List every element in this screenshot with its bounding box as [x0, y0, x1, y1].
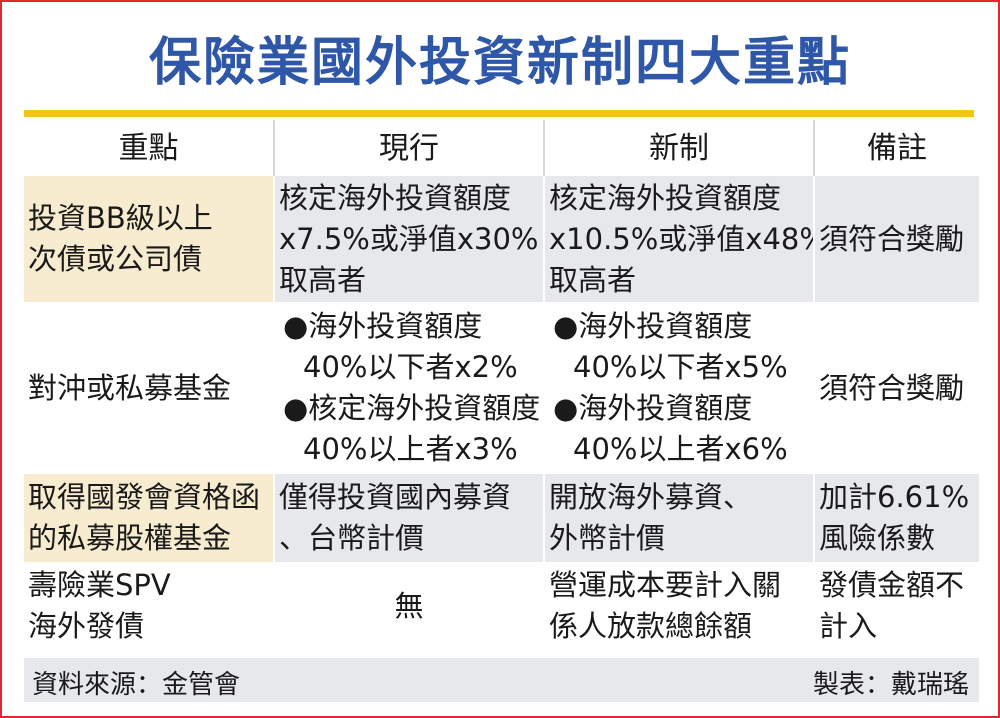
column-header: 重點 [24, 120, 274, 176]
cell-line: 取高者 [549, 262, 637, 297]
row-key-cell: 取得國發會資格函 的私募股權基金 [24, 474, 274, 562]
cell-line: 發債金額不 [819, 568, 965, 602]
table-row: 對沖或私募基金 ●海外投資額度 40%以下者x2% ●核定海外投資額度 40%以… [24, 302, 979, 474]
new-cell: ●海外投資額度 40%以下者x5% ●海外投資額度 40%以上者x6% [543, 302, 814, 474]
cell-line: 計入 [819, 609, 878, 643]
row-key-cell: 壽險業SPV 海外發債 [24, 562, 274, 650]
column-header: 備註 [813, 120, 979, 176]
bullet-line: ●核定海外投資額度 [283, 391, 541, 425]
cell-line: 40%以下者x5% [573, 350, 788, 384]
cell-line: 無 [394, 588, 424, 623]
cell-line: 壽險業SPV [28, 568, 171, 602]
cell-line: 開放海外募資、 [549, 480, 753, 514]
cell-line: x7.5%或淨值x30% [279, 221, 539, 256]
new-cell: 營運成本要計入關 係人放款總餘額 [543, 562, 814, 650]
column-header: 現行 [273, 120, 544, 176]
current-cell: 僅得投資國內募資 、台幣計價 [273, 474, 544, 562]
cell-line: 核定海外投資額度 [279, 180, 512, 215]
new-cell: 核定海外投資額度 x10.5%或淨值x48% 取高者 [543, 176, 814, 302]
note-cell: 須符合獎勵 [813, 302, 979, 474]
row-key-cell: 投資BB級以上 次債或公司債 [24, 176, 274, 302]
cell-line: 投資BB級以上 [28, 201, 213, 235]
bullet-line: ●海外投資額度 [553, 309, 753, 343]
column-header: 新制 [543, 120, 814, 176]
comparison-table: 重點 現行 新制 備註 投資BB級以上 次債或公司債 核定海外投資額度 x7.5… [24, 120, 979, 650]
cell-line: 海外發債 [28, 609, 145, 643]
cell-line: 取高者 [279, 262, 367, 297]
new-cell: 開放海外募資、 外幣計價 [543, 474, 814, 562]
cell-line: 加計6.61% [819, 480, 970, 514]
cell-line: 須符合獎勵 [819, 221, 965, 256]
table-header-row: 重點 現行 新制 備註 [24, 120, 979, 176]
cell-line: 對沖或私募基金 [28, 370, 232, 405]
cell-line: 外幣計價 [549, 521, 666, 555]
cell-line: 風險係數 [819, 521, 936, 555]
footer-bar: 資料來源：金管會 製表：戴瑞瑤 [24, 658, 979, 702]
cell-line: 核定海外投資額度 [549, 180, 782, 215]
author-note: 製表：戴瑞瑤 [812, 670, 969, 700]
current-cell: 核定海外投資額度 x7.5%或淨值x30% 取高者 [273, 176, 544, 302]
bullet-line: ●海外投資額度 [283, 309, 483, 343]
cell-line: 取得國發會資格函 [28, 480, 261, 514]
note-cell: 須符合獎勵 [813, 176, 979, 302]
cell-line: 40%以上者x6% [573, 432, 788, 466]
cell-line: 須符合獎勵 [819, 370, 965, 405]
bullet-line: ●海外投資額度 [553, 391, 753, 425]
table-row: 投資BB級以上 次債或公司債 核定海外投資額度 x7.5%或淨值x30% 取高者… [24, 176, 979, 302]
current-cell: ●海外投資額度 40%以下者x2% ●核定海外投資額度 40%以上者x3% [273, 302, 544, 474]
table-row: 取得國發會資格函 的私募股權基金 僅得投資國內募資 、台幣計價 開放海外募資、 … [24, 474, 979, 562]
cell-line: 的私募股權基金 [28, 521, 232, 555]
cell-line: 次債或公司債 [28, 242, 203, 276]
note-cell: 加計6.61% 風險係數 [813, 474, 979, 562]
note-cell: 發債金額不 計入 [813, 562, 979, 650]
cell-line: 係人放款總餘額 [549, 609, 753, 643]
cell-line: 營運成本要計入關 [549, 568, 782, 602]
cell-line: x10.5%或淨值x48% [549, 221, 814, 256]
cell-line: 、台幣計價 [279, 521, 425, 555]
current-cell: 無 [273, 562, 544, 650]
title-divider [24, 110, 974, 117]
page-title: 保險業國外投資新制四大重點 [148, 33, 851, 93]
cell-line: 40%以下者x2% [303, 350, 518, 384]
cell-line: 僅得投資國內募資 [279, 480, 512, 514]
table-row: 壽險業SPV 海外發債 無 營運成本要計入關 係人放款總餘額 發債金額不 計入 [24, 562, 979, 650]
row-key-cell: 對沖或私募基金 [24, 302, 274, 474]
source-note: 資料來源：金管會 [32, 670, 241, 700]
cell-line: 40%以上者x3% [303, 432, 518, 466]
